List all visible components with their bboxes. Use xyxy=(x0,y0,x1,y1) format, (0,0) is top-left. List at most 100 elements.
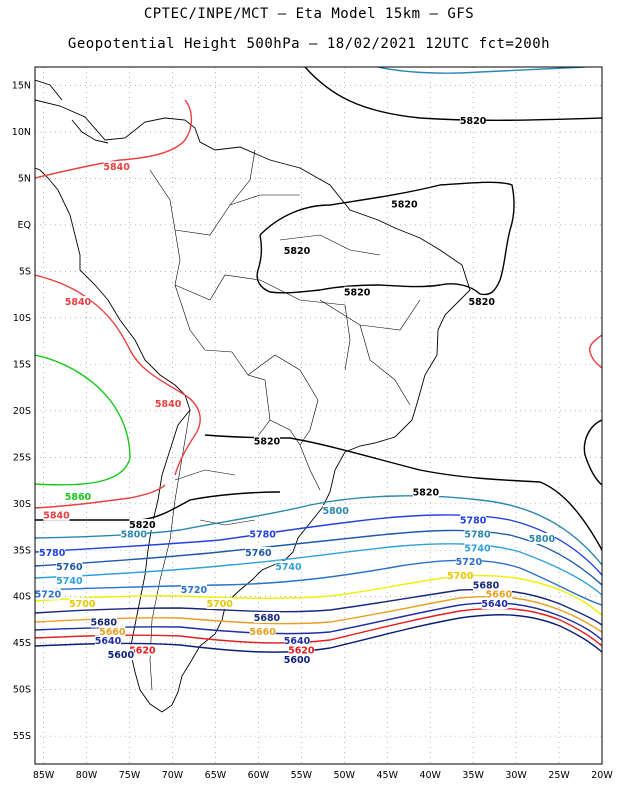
contour-5820-south xyxy=(35,491,281,521)
lon-tick-label: 50W xyxy=(334,770,356,781)
lon-tick-label: 20W xyxy=(591,770,613,781)
lat-tick-label: 50S xyxy=(13,685,31,696)
contour-5680 xyxy=(35,588,602,626)
contour-label-bg xyxy=(99,625,126,637)
contour-label: 5640 xyxy=(481,599,508,610)
contour-label: 5860 xyxy=(65,492,92,503)
contour-label-bg xyxy=(103,161,130,173)
contour-label: 5720 xyxy=(181,585,208,596)
contour-label-bg xyxy=(107,649,134,661)
contour-label: 5680 xyxy=(91,618,118,629)
contour-label: 5700 xyxy=(69,599,96,610)
contour-label: 5820 xyxy=(284,246,311,257)
contour-5700 xyxy=(35,574,602,616)
contour-label-bg xyxy=(39,546,66,558)
contour-label-bg xyxy=(90,616,117,628)
lon-tick-label: 45W xyxy=(376,770,398,781)
contour-label: 5740 xyxy=(275,562,302,573)
contour-label: 5840 xyxy=(103,162,130,173)
contour-label: 5820 xyxy=(344,288,371,299)
contour-label-bg xyxy=(95,635,122,647)
contour-label: 5640 xyxy=(284,636,311,647)
contour-label-bg xyxy=(206,598,233,610)
lat-tick-label: 5S xyxy=(19,266,31,277)
contour-label: 5780 xyxy=(460,515,487,526)
lon-tick-label: 30W xyxy=(505,770,527,781)
contour-label-bg xyxy=(180,584,207,596)
contour-label: 5800 xyxy=(529,534,556,545)
contour-label: 5700 xyxy=(206,599,233,610)
lat-tick-label: 25S xyxy=(13,452,31,463)
contour-label: 5820 xyxy=(391,199,418,210)
lat-tick-label: 15N xyxy=(12,81,31,92)
contour-label-bg xyxy=(468,295,495,307)
contour-label: 5820 xyxy=(129,520,156,531)
contour-label-bg xyxy=(447,570,474,582)
lon-tick-label: 40W xyxy=(419,770,441,781)
contour-label-bg xyxy=(460,114,487,126)
contour-label: 5800 xyxy=(121,529,148,540)
contour-5840-east xyxy=(588,334,602,369)
contour-label: 5680 xyxy=(254,613,281,624)
contour-label: 5760 xyxy=(56,562,83,573)
contour-5840-andes xyxy=(35,274,201,476)
contour-5600 xyxy=(35,614,602,653)
contour-label-bg xyxy=(56,560,83,572)
lat-tick-label: 40S xyxy=(13,592,31,603)
contour-label-bg xyxy=(129,644,156,656)
contour-label: 5720 xyxy=(35,590,62,601)
contour-label: 5600 xyxy=(108,650,135,661)
contour-label-bg xyxy=(275,560,302,572)
contour-label: 5840 xyxy=(155,399,182,410)
lat-tick-label: 45S xyxy=(13,638,31,649)
contour-5820-brazil xyxy=(256,181,515,296)
contour-label-bg xyxy=(412,486,439,498)
contour-label-bg xyxy=(391,198,418,210)
contour-label-bg xyxy=(69,598,96,610)
axis-ticks: 15N 10N 5N EQ 5S 10S 15S 20S 25S 30S 35S 40S 45S 50S 5… xyxy=(12,81,614,781)
central-america-coast xyxy=(35,79,109,144)
south-america-coastline xyxy=(35,99,471,713)
contour-label: 5700 xyxy=(447,571,474,582)
contour-label: 5820 xyxy=(460,116,487,127)
contour-label-bg xyxy=(284,244,311,256)
contour-label: 5820 xyxy=(469,297,496,308)
lon-tick-label: 85W xyxy=(33,770,55,781)
contour-label: 5840 xyxy=(65,297,92,308)
lat-tick-label: 10N xyxy=(12,127,31,138)
contour-label-bg xyxy=(288,644,315,656)
lon-tick-label: 60W xyxy=(248,770,270,781)
map-title-line2: Geopotential Height 500hPa – 18/02/2021 … xyxy=(67,36,551,52)
contour-label: 5780 xyxy=(39,548,66,559)
map-title-line1: CPTEC/INPE/MCT – Eta Model 15km – GFS xyxy=(143,6,475,22)
contour-5660 xyxy=(35,595,602,633)
contour-label-bg xyxy=(284,635,311,647)
contour-label: 5740 xyxy=(464,543,491,554)
lon-tick-label: 70W xyxy=(162,770,184,781)
contour-5640 xyxy=(35,602,602,641)
contour-label-bg xyxy=(284,653,311,665)
contour-label: 5820 xyxy=(254,436,281,447)
lat-tick-label: 35S xyxy=(13,545,31,556)
lon-tick-label: 65W xyxy=(205,770,227,781)
map-frame xyxy=(34,66,603,765)
contour-5620 xyxy=(35,607,602,647)
contour-label: 5800 xyxy=(322,506,349,517)
contour-label: 5640 xyxy=(95,636,122,647)
contour-label-bg xyxy=(249,625,276,637)
contour-5740 xyxy=(35,543,602,596)
contour-label-bg xyxy=(464,528,491,540)
contour-5860-pacific xyxy=(35,354,131,486)
contour-label: 5660 xyxy=(99,627,126,638)
lat-tick-label: 55S xyxy=(13,731,31,742)
contour-label: 5620 xyxy=(129,645,156,656)
lat-tick-label: 10S xyxy=(13,313,31,324)
contour-label: 5660 xyxy=(249,627,276,638)
contour-label-bg xyxy=(253,435,280,447)
contour-label: 5680 xyxy=(473,580,500,591)
contour-label-bg xyxy=(64,295,91,307)
contour-5840-teal-top xyxy=(377,67,586,74)
contour-label: 5620 xyxy=(288,645,315,656)
lon-tick-label: 35W xyxy=(462,770,484,781)
